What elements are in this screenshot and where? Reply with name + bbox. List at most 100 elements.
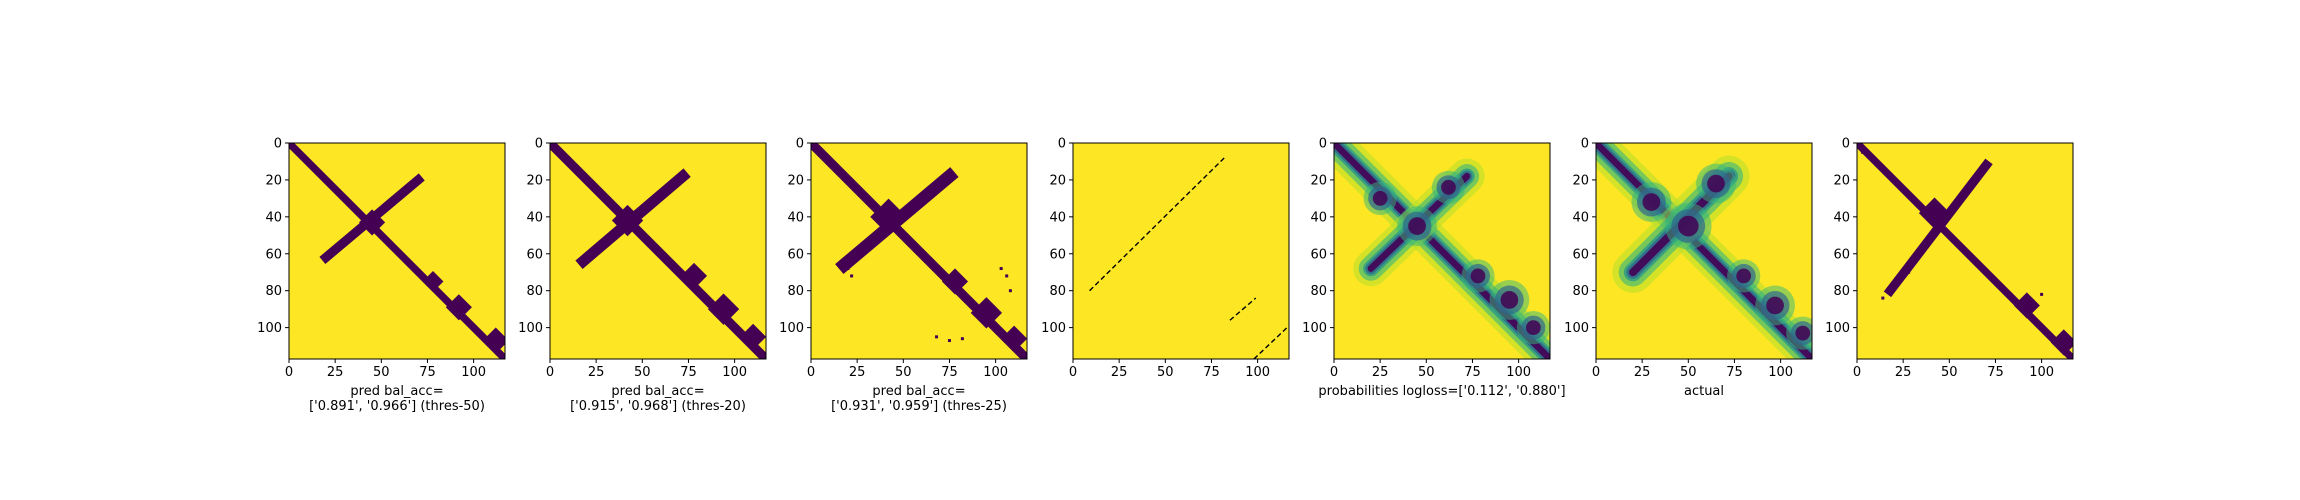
x-tick-label: 0 [807,365,815,380]
y-tick-label: 40 [1049,210,1066,225]
y-tick-label: 0 [274,137,282,152]
x-tick-label: 50 [1418,365,1435,380]
subplot-2: 0 25 50 75 100 0 20 40 60 80 100 pred bal_acc=['0.9… [518,137,767,414]
y-tick-label: 40 [1572,210,1589,225]
y-tick-label: 20 [1049,173,1066,188]
y-tick-label: 20 [526,173,543,188]
contact-speck-3 [999,267,1003,271]
contact-speck-8 [960,337,964,341]
contact-speck-7 [947,339,951,343]
y-tick-label: 20 [787,173,804,188]
y-tick-label: 100 [1041,321,1066,336]
x-tick-label: 25 [1372,365,1389,380]
x-tick-label: 75 [419,365,436,380]
subplot-6: 0 25 50 75 100 0 20 40 60 80 100 actual [1564,137,1813,399]
axes-frame [1333,142,1551,360]
subplot-caption-line-1: pred bal_acc= [611,384,704,399]
y-tick-label: 60 [1310,247,1327,262]
y-tick-label: 100 [257,321,282,336]
y-tick-label: 100 [1825,321,1850,336]
y-tick-label: 0 [1319,137,1327,152]
axes-frame [1072,142,1290,360]
x-tick-label: 100 [1768,365,1793,380]
x-tick-label: 25 [1895,365,1912,380]
subplot-3: 0 25 50 75 100 0 20 40 60 80 100 pred bal_acc=['0.9… [779,137,1028,414]
contact-speck-4 [1005,274,1009,278]
contact-blob-4 [482,327,505,354]
y-tick-label: 80 [265,284,282,299]
probability-blob-6-level-3 [1795,325,1811,341]
contact-speck-4 [2040,292,2044,296]
y-tick-label: 80 [1833,284,1850,299]
y-tick-label: 80 [1572,284,1589,299]
x-tick-label: 0 [1592,365,1600,380]
x-tick-label: 100 [461,365,486,380]
contact-blob-3 [970,297,1003,329]
subplot-7: 0 25 50 75 100 0 20 40 60 80 100 [1825,137,2074,380]
contact-speck-5 [1008,289,1012,293]
probability-blob-5-level-3 [1766,296,1784,315]
probability-blob-3-level-3 [1707,174,1725,193]
y-tick-label: 100 [1302,321,1327,336]
y-tick-label: 0 [1581,137,1589,152]
x-tick-label: 75 [941,365,958,380]
x-tick-label: 75 [680,365,697,380]
contact-blob-1 [1918,197,1951,229]
probability-blob-6-level-3 [1526,320,1541,335]
y-tick-label: 40 [1310,210,1327,225]
probability-blob-2-level-3 [1408,217,1426,235]
probability-blob-2-level-3 [1677,215,1699,237]
subplot-caption-line-1: pred bal_acc= [872,384,965,399]
y-tick-label: 80 [787,284,804,299]
contact-blob-2 [680,262,708,289]
y-tick-label: 80 [1310,284,1327,299]
contact-speck-2 [1881,296,1885,300]
x-tick-label: 50 [1941,365,1958,380]
contact-line-3 [1253,325,1289,359]
y-tick-label: 60 [1833,247,1850,262]
y-tick-label: 40 [1833,210,1850,225]
heatmap-cells [550,143,766,359]
x-tick-label: 100 [1506,365,1531,380]
probability-blob-4-level-3 [1736,268,1752,284]
contact-band-1 [1857,143,2073,359]
x-tick-label: 25 [327,365,344,380]
x-tick-label: 0 [546,365,554,380]
contact-speck-1 [846,267,850,271]
contact-speck-6 [935,335,939,339]
contact-blob-2 [422,271,444,292]
heatmap-cells [289,143,505,359]
contact-speck-2 [850,274,854,278]
x-tick-label: 50 [1157,365,1174,380]
subplot-caption-line-1: pred bal_acc= [350,384,443,399]
y-tick-label: 40 [787,210,804,225]
y-tick-label: 0 [535,137,543,152]
y-tick-label: 100 [779,321,804,336]
y-tick-label: 0 [1842,137,1850,152]
probability-blob-1-level-3 [1642,193,1661,211]
x-tick-label: 0 [285,365,293,380]
probability-blob-4-level-3 [1470,268,1486,284]
x-tick-label: 75 [1726,365,1743,380]
contact-blob-1 [359,209,386,236]
subplot-caption-line-2: ['0.931', '0.959'] (thres-25) [831,399,1007,414]
x-tick-label: 25 [588,365,605,380]
contact-speck-3 [1907,270,1911,274]
y-tick-label: 20 [1572,173,1589,188]
y-tick-label: 0 [1058,137,1066,152]
axes-frame [810,142,1028,360]
x-tick-label: 50 [373,365,390,380]
x-tick-label: 25 [1111,365,1128,380]
y-tick-label: 80 [526,284,543,299]
subplot-1: 0 25 50 75 100 0 20 40 60 80 100 pred bal_acc=['0.8… [257,137,506,414]
subplot-5: 0 25 50 75 100 0 20 40 60 80 100 probabilities logl… [1302,137,1565,400]
contact-blob-1 [611,204,644,237]
y-tick-label: 60 [1049,247,1066,262]
subplot-caption-line-1: actual [1684,384,1724,399]
x-tick-label: 75 [1464,365,1481,380]
probability-blob-3-level-3 [1441,179,1456,195]
contact-speck-1 [1861,150,1865,154]
y-tick-label: 60 [1572,247,1589,262]
y-tick-label: 0 [796,137,804,152]
